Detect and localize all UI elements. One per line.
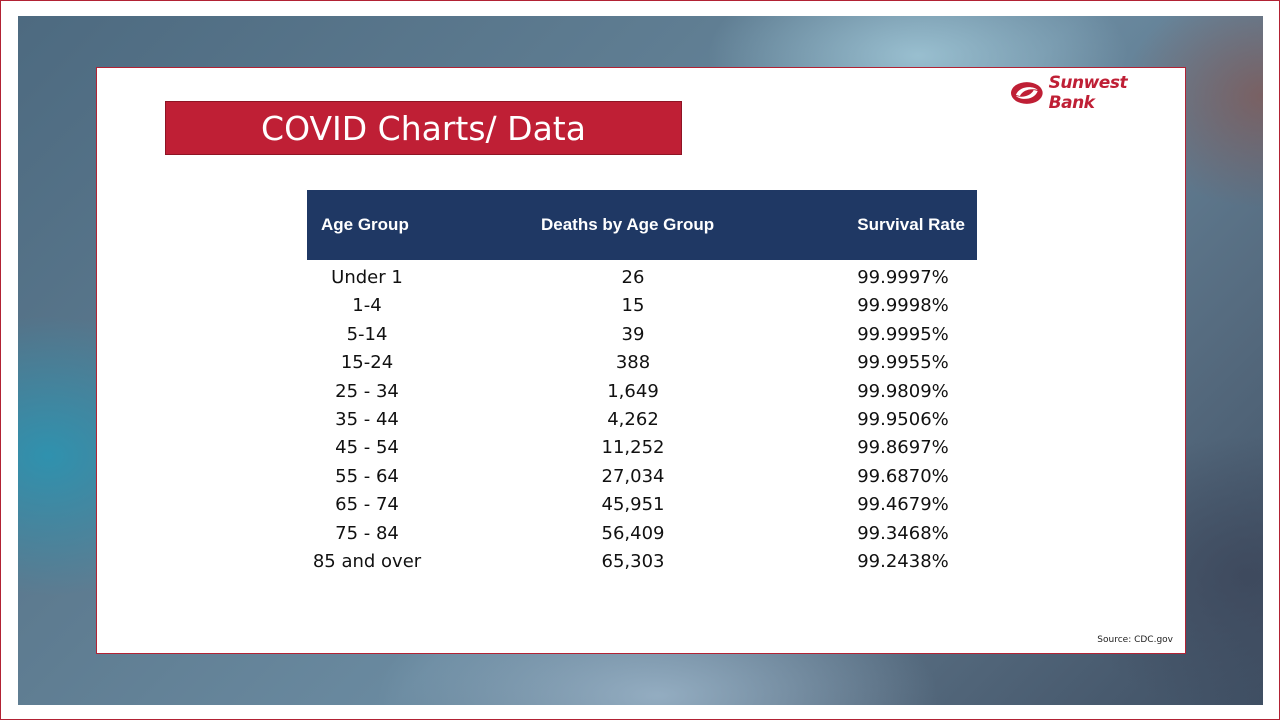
- covid-data-table: Age Group Deaths by Age Group Survival R…: [307, 190, 977, 575]
- header-age-group: Age Group: [321, 215, 409, 234]
- cell-deaths: 65,303: [601, 550, 665, 572]
- cell-rate: 99.2438%: [857, 550, 949, 572]
- table-row: 55 - 64 27,034 99.6870%: [307, 462, 977, 490]
- cell-deaths: 4,262: [607, 408, 659, 430]
- header-survival-rate: Survival Rate: [857, 215, 965, 234]
- cell-rate: 99.3468%: [857, 522, 949, 544]
- table-row: Under 1 26 99.9997%: [307, 263, 977, 291]
- table-row: 5-14 39 99.9995%: [307, 320, 977, 348]
- cell-deaths: 39: [621, 323, 645, 345]
- table-row: 25 - 34 1,649 99.9809%: [307, 377, 977, 405]
- cell-rate: 99.9809%: [857, 380, 949, 402]
- table-row: 85 and over 65,303 99.2438%: [307, 547, 977, 575]
- sunwest-bank-logo: Sunwest Bank: [1009, 73, 1177, 113]
- table-row: 75 - 84 56,409 99.3468%: [307, 519, 977, 547]
- logo-text: Sunwest Bank: [1048, 73, 1128, 113]
- cell-deaths: 56,409: [601, 522, 665, 544]
- cell-rate: 99.9506%: [857, 408, 949, 430]
- sunwest-swoosh-icon: [1010, 82, 1043, 104]
- cell-age: 85 and over: [312, 550, 422, 572]
- slide-content: Sunwest Bank COVID Charts/ Data Age Grou…: [96, 67, 1186, 654]
- header-deaths: Deaths by Age Group: [541, 215, 715, 234]
- cell-rate: 99.9998%: [857, 295, 949, 317]
- table-body: Under 1 26 99.9997% 1-4 15 99.9998% 5-14…: [307, 260, 977, 575]
- cell-age: Under 1: [331, 267, 403, 288]
- cell-deaths: 26: [621, 267, 645, 288]
- cell-age: 25 - 34: [335, 380, 399, 402]
- source-note: Source: CDC.gov: [1097, 635, 1173, 645]
- table-row: 35 - 44 4,262 99.9506%: [307, 405, 977, 433]
- cell-deaths: 388: [615, 352, 651, 374]
- cell-rate: 99.4679%: [857, 494, 949, 516]
- cell-age: 15-24: [340, 352, 394, 374]
- table-row: 65 - 74 45,951 99.4679%: [307, 490, 977, 518]
- table-header: Age Group Deaths by Age Group Survival R…: [307, 190, 977, 260]
- cell-age: 75 - 84: [335, 522, 399, 544]
- cell-rate: 99.9995%: [857, 323, 949, 345]
- cell-deaths: 27,034: [601, 465, 665, 487]
- cell-deaths: 1,649: [607, 380, 659, 402]
- cell-age: 55 - 64: [335, 465, 399, 487]
- cell-age: 45 - 54: [335, 437, 399, 459]
- cell-rate: 99.9955%: [857, 352, 949, 374]
- table-row: 15-24 388 99.9955%: [307, 348, 977, 376]
- cell-rate: 99.9997%: [857, 267, 949, 288]
- cell-deaths: 45,951: [601, 494, 665, 516]
- slide-title: COVID Charts/ Data: [261, 108, 586, 148]
- cell-deaths: 15: [621, 295, 645, 317]
- cell-age: 5-14: [346, 323, 388, 345]
- title-banner: COVID Charts/ Data: [165, 101, 682, 155]
- cell-rate: 99.8697%: [857, 437, 949, 459]
- cell-rate: 99.6870%: [857, 465, 949, 487]
- cell-age: 35 - 44: [335, 408, 399, 430]
- cell-deaths: 11,252: [601, 437, 665, 459]
- cell-age: 65 - 74: [335, 494, 399, 516]
- cell-age: 1-4: [352, 295, 382, 317]
- table-row: 1-4 15 99.9998%: [307, 291, 977, 319]
- table-row: 45 - 54 11,252 99.8697%: [307, 433, 977, 461]
